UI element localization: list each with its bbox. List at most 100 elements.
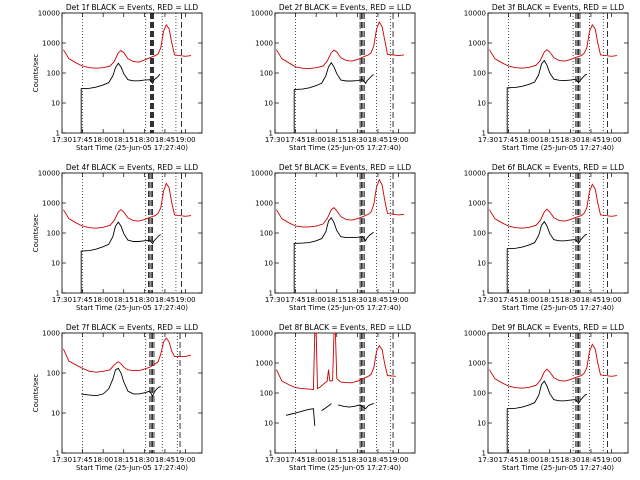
panel-1-xtick-label: 17:30 xyxy=(52,136,72,144)
panel-1-series-1 xyxy=(63,24,192,69)
panel-1-xtick-label: 18:00 xyxy=(93,136,113,144)
panel-3-ytick-label: 1 xyxy=(482,130,486,138)
panel-7-xtick-label: 18:00 xyxy=(93,456,113,464)
panel-9-xtick-label: 19:00 xyxy=(601,456,621,464)
panel-9-xtick-label: 18:45 xyxy=(581,456,601,464)
panel-7-xtick-label: 18:30 xyxy=(134,456,154,464)
panel-3-xtick-label: 18:45 xyxy=(581,136,601,144)
panel-6-xtick-label: 18:30 xyxy=(560,296,580,304)
panel-8-ytick-label: 10 xyxy=(264,420,273,428)
panel-7-ytick-label: 100 xyxy=(47,370,60,378)
panel-6-frame xyxy=(487,172,629,294)
panel-1-ylabel: Counts/sec xyxy=(32,54,40,93)
panel-5-ytick-label: 100 xyxy=(260,230,273,238)
panel-1-xtick-label: 18:45 xyxy=(155,136,175,144)
panel-4-frame xyxy=(61,172,203,294)
panel-6-xtick-label: 17:45 xyxy=(498,296,518,304)
panel-3-xtick-label: 17:45 xyxy=(498,136,518,144)
panel-2-ytick-label: 100 xyxy=(260,70,273,78)
panel-5-xtick-label: 18:00 xyxy=(306,296,326,304)
panel-9-series-2 xyxy=(506,380,587,453)
panel-9-frame xyxy=(487,332,629,454)
panel-7-xtick-label: 18:45 xyxy=(155,456,175,464)
panel-4-xtick-label: 18:00 xyxy=(93,296,113,304)
panel-9-xtick-label: 18:30 xyxy=(560,456,580,464)
panel-3-xtick-label: 18:30 xyxy=(560,136,580,144)
panel-9-ytick-label: 10000 xyxy=(464,330,486,338)
panel-7-xlabel: Start Time (25-Jun-05 17:27:40) xyxy=(76,464,188,472)
panel-1-frame xyxy=(61,12,203,134)
panel-4-xtick-label: 17:30 xyxy=(52,296,72,304)
panel-2-xtick-label: 18:15 xyxy=(327,136,347,144)
panel-6-xtick-label: 18:00 xyxy=(519,296,539,304)
panel-6-xlabel: Start Time (25-Jun-05 17:27:40) xyxy=(502,304,614,312)
panel-5-series-2 xyxy=(293,217,374,293)
panel-2-xlabel: Start Time (25-Jun-05 17:27:40) xyxy=(289,144,401,152)
panel-7-frame xyxy=(61,332,203,454)
panel-4-series-1 xyxy=(63,182,192,229)
panel-9-ytick-label: 100 xyxy=(473,390,486,398)
panel-4-ytick-label: 1 xyxy=(56,290,60,298)
panel-6-xtick-label: 18:45 xyxy=(581,296,601,304)
panel-8-ytick-label: 100 xyxy=(260,390,273,398)
panel-3-xtick-label: 17:30 xyxy=(478,136,498,144)
panel-7-xtick-label: 18:15 xyxy=(114,456,134,464)
panel-5-ytick-label: 10 xyxy=(264,260,273,268)
panel-3-series-1 xyxy=(489,24,618,69)
panel-3-xlabel: Start Time (25-Jun-05 17:27:40) xyxy=(502,144,614,152)
panel-1-xtick-label: 18:30 xyxy=(134,136,154,144)
panel-5-ytick-label: 10000 xyxy=(251,170,273,178)
panel-7-ylabel: Counts/sec xyxy=(32,374,40,413)
panel-8-xtick-label: 18:15 xyxy=(327,456,347,464)
panel-8-xtick-label: 18:30 xyxy=(347,456,367,464)
panel-9-ytick-label: 1000 xyxy=(468,360,486,368)
panel-3-xtick-label: 18:15 xyxy=(540,136,560,144)
panel-3-series-2 xyxy=(506,59,587,133)
panel-9-series-1 xyxy=(489,343,618,389)
panel-8-series-1 xyxy=(275,332,396,391)
panel-8-ytick-label: 10000 xyxy=(251,330,273,338)
panel-2-ytick-label: 1 xyxy=(269,130,273,138)
panel-5-xtick-label: 18:15 xyxy=(327,296,347,304)
panel-9-xtick-label: 17:45 xyxy=(498,456,518,464)
panel-6-title: Det 6f BLACK = Events, RED = LLD xyxy=(492,163,625,172)
panel-8-xtick-label: 19:00 xyxy=(388,456,408,464)
panel-5-xtick-label: 19:00 xyxy=(388,296,408,304)
panel-8-xtick-label: 18:00 xyxy=(306,456,326,464)
panel-5-xtick-label: 17:30 xyxy=(265,296,285,304)
panel-9-xtick-label: 18:00 xyxy=(519,456,539,464)
panel-6-ytick-label: 10000 xyxy=(464,170,486,178)
panel-1-ytick-label: 10 xyxy=(51,100,60,108)
panel-2-xtick-label: 18:30 xyxy=(347,136,367,144)
panel-2-ytick-label: 1000 xyxy=(255,40,273,48)
panel-4-ytick-label: 10 xyxy=(51,260,60,268)
panel-8-series-3 xyxy=(321,403,332,411)
panel-5-xtick-label: 18:30 xyxy=(347,296,367,304)
panel-8-ytick-label: 1 xyxy=(269,450,273,458)
panel-5-xtick-label: 17:45 xyxy=(285,296,305,304)
panel-6-ytick-label: 100 xyxy=(473,230,486,238)
panel-4-ylabel: Counts/sec xyxy=(32,214,40,253)
panel-5-xtick-label: 18:45 xyxy=(368,296,388,304)
panel-8-title: Det 8f BLACK = Events, RED = LLD xyxy=(279,323,412,332)
panel-9-ytick-label: 1 xyxy=(482,450,486,458)
panel-1-ytick-label: 10000 xyxy=(38,10,60,18)
panel-2-xtick-label: 18:45 xyxy=(368,136,388,144)
panel-1-ytick-label: 100 xyxy=(47,70,60,78)
panel-7-xtick-label: 17:45 xyxy=(72,456,92,464)
panel-3-ytick-label: 10 xyxy=(477,100,486,108)
panel-4-xlabel: Start Time (25-Jun-05 17:27:40) xyxy=(76,304,188,312)
panel-2-ytick-label: 10000 xyxy=(251,10,273,18)
panel-4-xtick-label: 18:15 xyxy=(114,296,134,304)
panel-6-ytick-label: 1000 xyxy=(468,200,486,208)
panel-7-series-2 xyxy=(81,367,161,398)
panel-4-ytick-label: 10000 xyxy=(38,170,60,178)
panel-3-frame xyxy=(487,12,629,134)
panel-4-xtick-label: 19:00 xyxy=(175,296,195,304)
panel-7-xtick-label: 17:30 xyxy=(52,456,72,464)
panel-5-ytick-label: 1000 xyxy=(255,200,273,208)
panel-1-xlabel: Start Time (25-Jun-05 17:27:40) xyxy=(76,144,188,152)
panel-2-frame xyxy=(274,12,416,134)
panel-2-title: Det 2f BLACK = Events, RED = LLD xyxy=(279,3,412,12)
panel-6-ytick-label: 10 xyxy=(477,260,486,268)
